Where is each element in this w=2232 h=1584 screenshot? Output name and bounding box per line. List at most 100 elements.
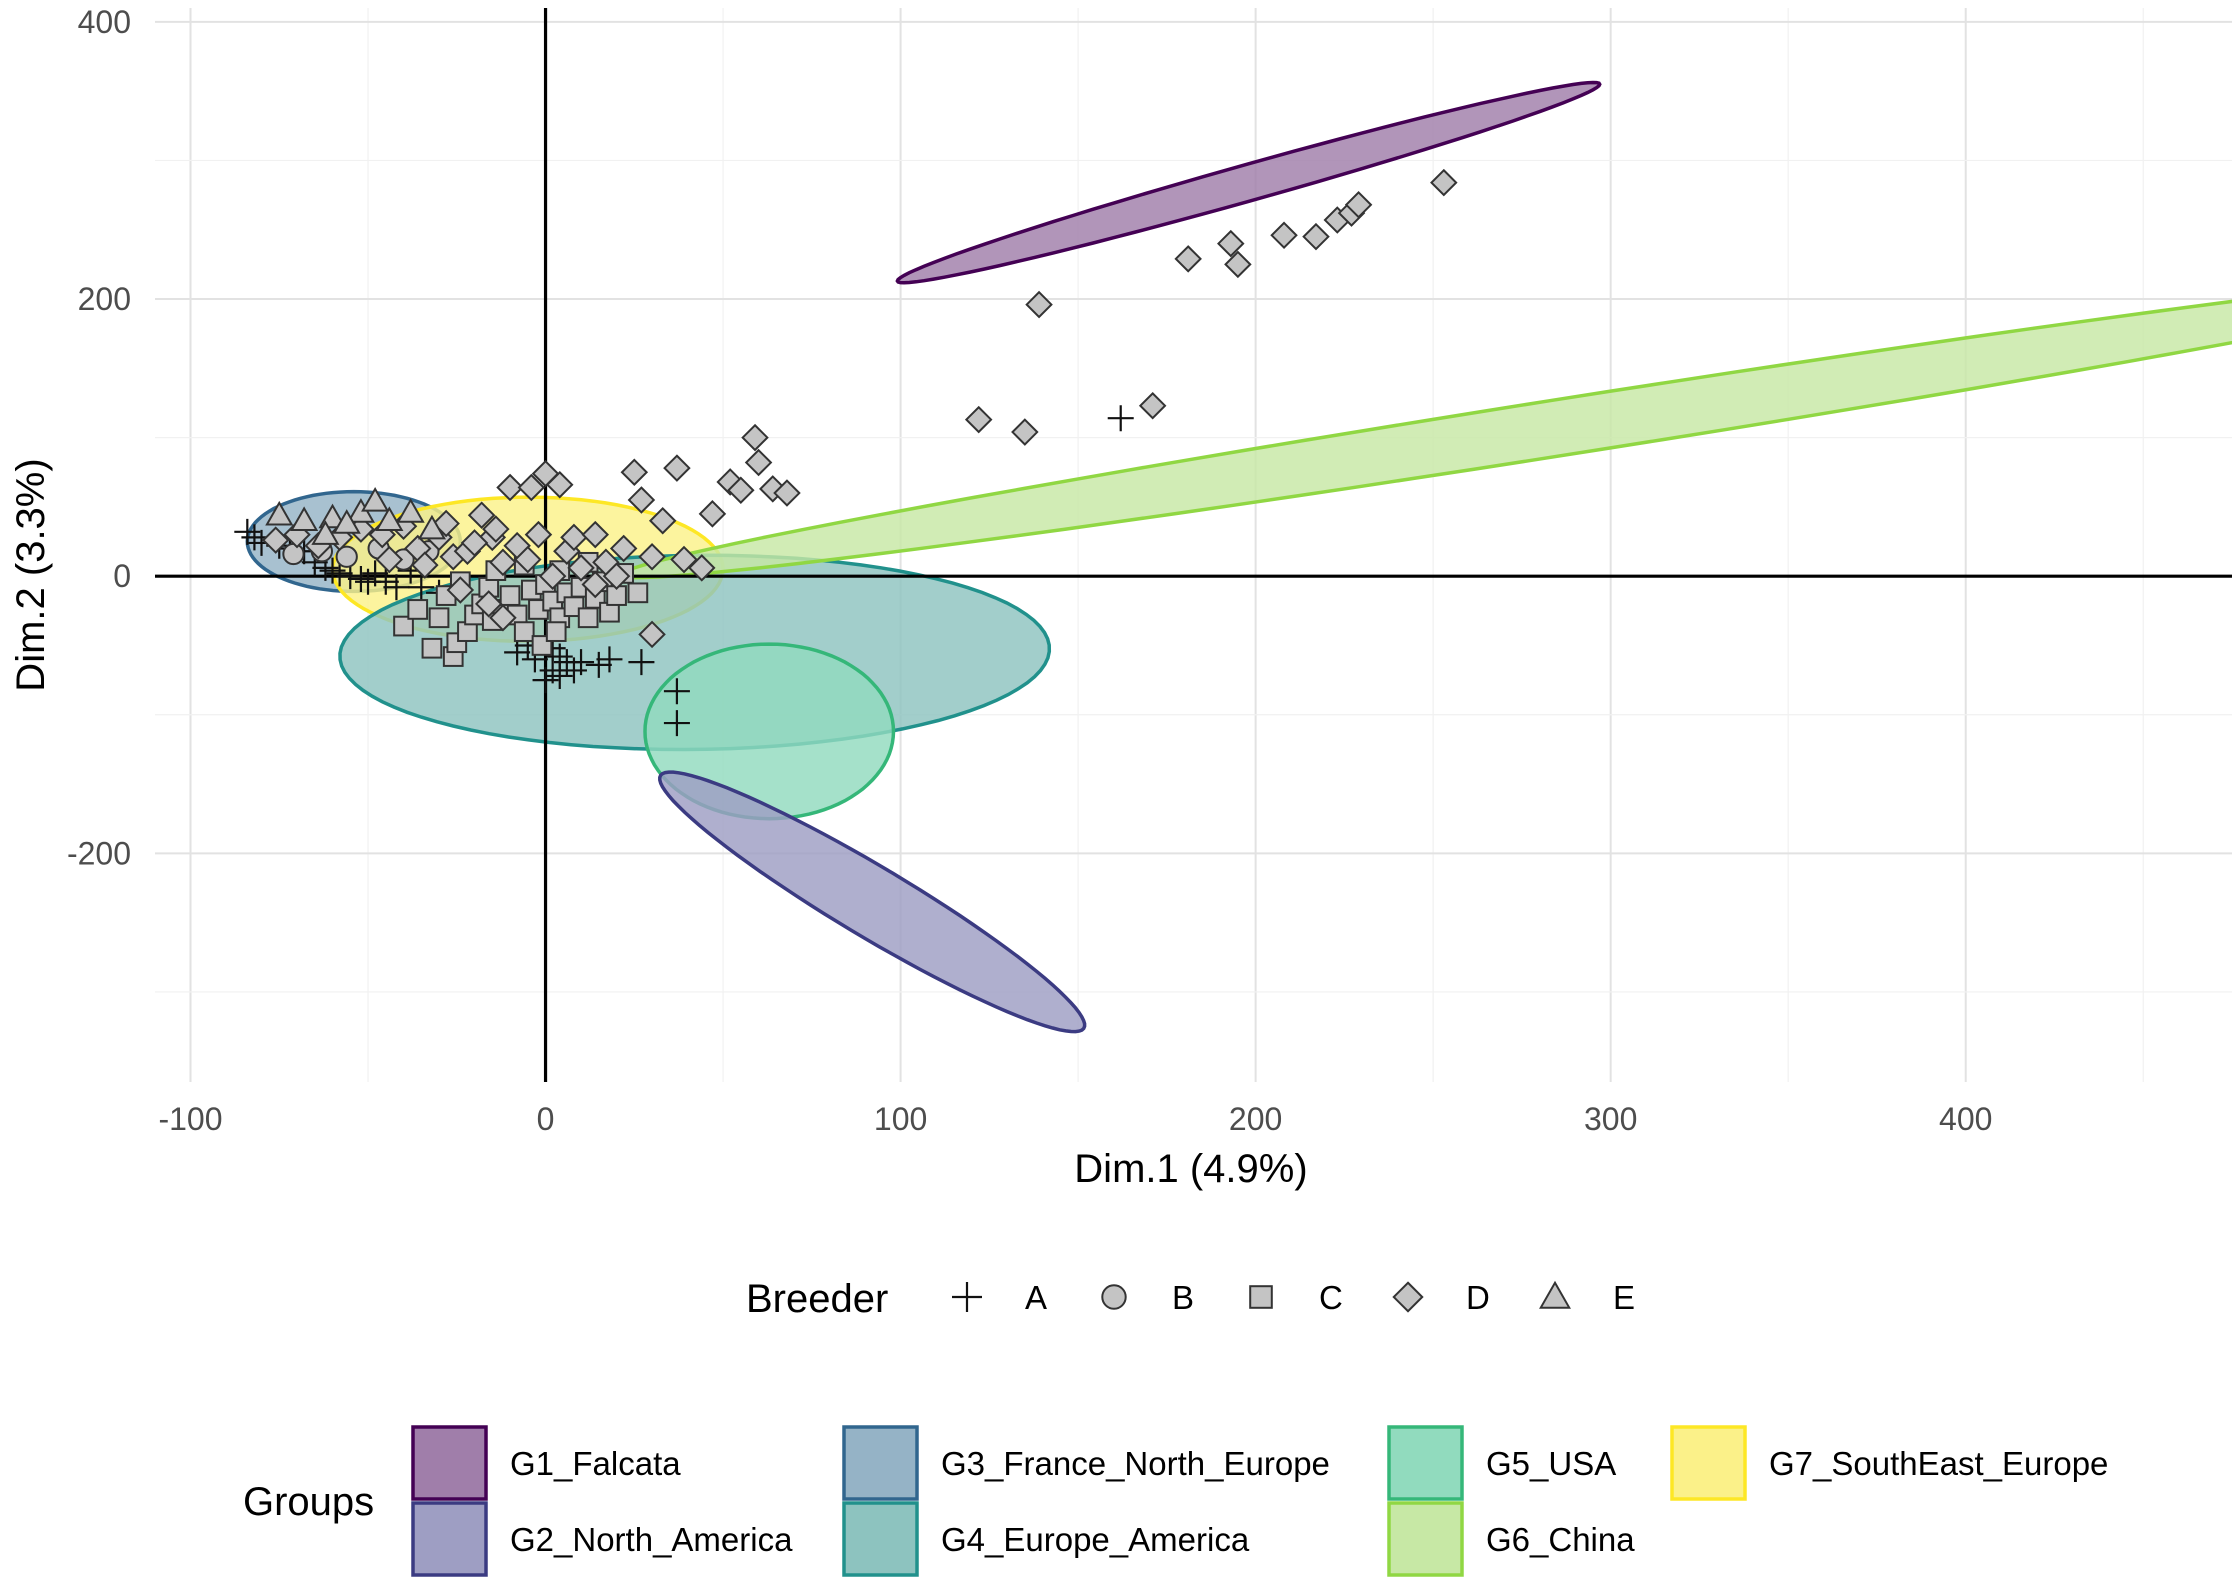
point-breeder-d [261,526,290,554]
point-breeder-b [282,542,305,566]
point-breeder-d [514,545,542,574]
group-label-g1-falcata: G1_Falcata [510,1445,681,1482]
point-breeder-a [337,563,364,590]
x-tick-label: 200 [1229,1101,1282,1137]
point-breeder-d [517,473,546,502]
point-breeder-d [474,590,503,618]
ellipse-g5-usa [643,642,896,821]
ellipse-g1-falcata [895,80,1602,285]
point-breeder-e [361,486,390,512]
group-key-g3-france-north-europe [842,1425,919,1501]
group-label-g6-china: G6_China [1486,1521,1635,1558]
point-breeder-d [538,562,567,590]
x-tick-label: 100 [874,1101,927,1137]
ellipse-g2-north-america [658,770,1087,1034]
point-breeder-d [773,479,801,507]
point-breeder-e [311,520,340,545]
series-breeder-d [261,168,1458,649]
point-breeder-d [581,570,610,599]
point-breeder-d [567,554,595,582]
point-breeder-a [628,649,655,676]
point-breeder-d [627,486,656,514]
point-breeder-c [627,582,649,604]
point-breeder-c [428,607,450,629]
breeder-key-d [1392,1281,1424,1313]
point-breeder-a [663,678,690,705]
breeder-legend-title: Breeder [746,1277,888,1321]
group-key-g5-usa [1387,1425,1464,1501]
y-tick-label: -200 [67,835,131,871]
group-label-g7-southeast-europe: G7_SouthEast_Europe [1769,1445,2108,1482]
point-breeder-d [663,454,691,482]
point-breeder-d [1025,290,1053,319]
breeder-label-b: B [1172,1279,1194,1316]
x-tick-label: 400 [1939,1101,1992,1137]
point-breeder-e [265,500,294,526]
point-breeder-c [499,585,521,606]
point-breeder-d [432,509,460,538]
point-breeder-d [467,501,496,529]
point-breeder-a [504,639,531,666]
ellipse-g6-china [618,299,2232,580]
group-key-g7-southeast-europe [1670,1425,1747,1501]
point-breeder-d [411,551,439,579]
point-breeder-a [383,574,410,601]
point-breeder-d [545,470,574,499]
point-breeder-a [568,649,595,676]
point-breeder-d [1430,168,1458,197]
group-label-g2-north-america: G2_North_America [510,1521,793,1558]
point-breeder-e [332,509,361,534]
point-breeder-d [1011,418,1039,446]
point-breeder-a [234,518,261,545]
point-breeder-a [546,662,573,689]
point-breeder-d [609,534,638,563]
point-breeder-c [393,615,414,637]
point-breeder-d [1138,391,1167,420]
point-breeder-a [372,568,399,595]
point-breeder-a [1107,405,1134,432]
point-breeder-d [964,405,993,434]
point-breeder-d [638,620,666,649]
point-breeder-d [744,448,773,477]
point-breeder-d [1270,221,1298,250]
series-breeder-e [265,486,447,545]
groups-legend-title: Groups [243,1480,374,1524]
x-axis-title: Dim.1 (4.9%) [1074,1147,1307,1191]
point-breeder-d [581,520,610,549]
point-breeder-d [524,520,553,549]
breeder-label-e: E [1613,1279,1635,1316]
x-tick-label: 0 [537,1101,555,1137]
point-breeder-e [318,503,347,529]
point-breeder-d [670,545,698,574]
breeder-key-e [1539,1280,1571,1309]
point-breeder-a [663,710,690,737]
point-breeder-e [396,498,425,523]
point-breeder-c [421,637,443,659]
point-breeder-d [482,515,510,543]
point-breeder-d [489,548,517,577]
x-tick-label: 300 [1584,1101,1637,1137]
group-key-g6-china [1387,1501,1464,1577]
point-breeder-d [1344,191,1373,219]
point-breeder-d [688,554,716,582]
point-breeder-c [545,621,567,642]
group-label-g3-france-north-europe: G3_France_North_Europe [941,1445,1330,1482]
y-axis-title: Dim.2 (3.3%) [9,458,53,691]
y-tick-label: 0 [113,558,131,594]
point-breeder-a [241,524,268,551]
point-breeder-d [638,543,666,571]
point-breeder-b [335,545,358,568]
point-breeder-d [741,423,769,452]
x-axis-ticks: -100 0 100 200 300 400 [158,1101,1992,1137]
point-breeder-c [577,607,599,629]
point-breeder-d [1174,245,1202,273]
point-breeder-d [560,523,588,552]
point-breeder-c [407,599,429,620]
group-label-g5-usa: G5_USA [1486,1445,1616,1482]
data-points [234,168,1458,737]
point-breeder-d [1302,222,1330,251]
groups-legend: Groups G1_Falcata G2_North_America G3_Fran… [243,1425,2108,1577]
point-breeder-d [1217,229,1245,258]
group-key-g4-europe-america [842,1501,919,1577]
